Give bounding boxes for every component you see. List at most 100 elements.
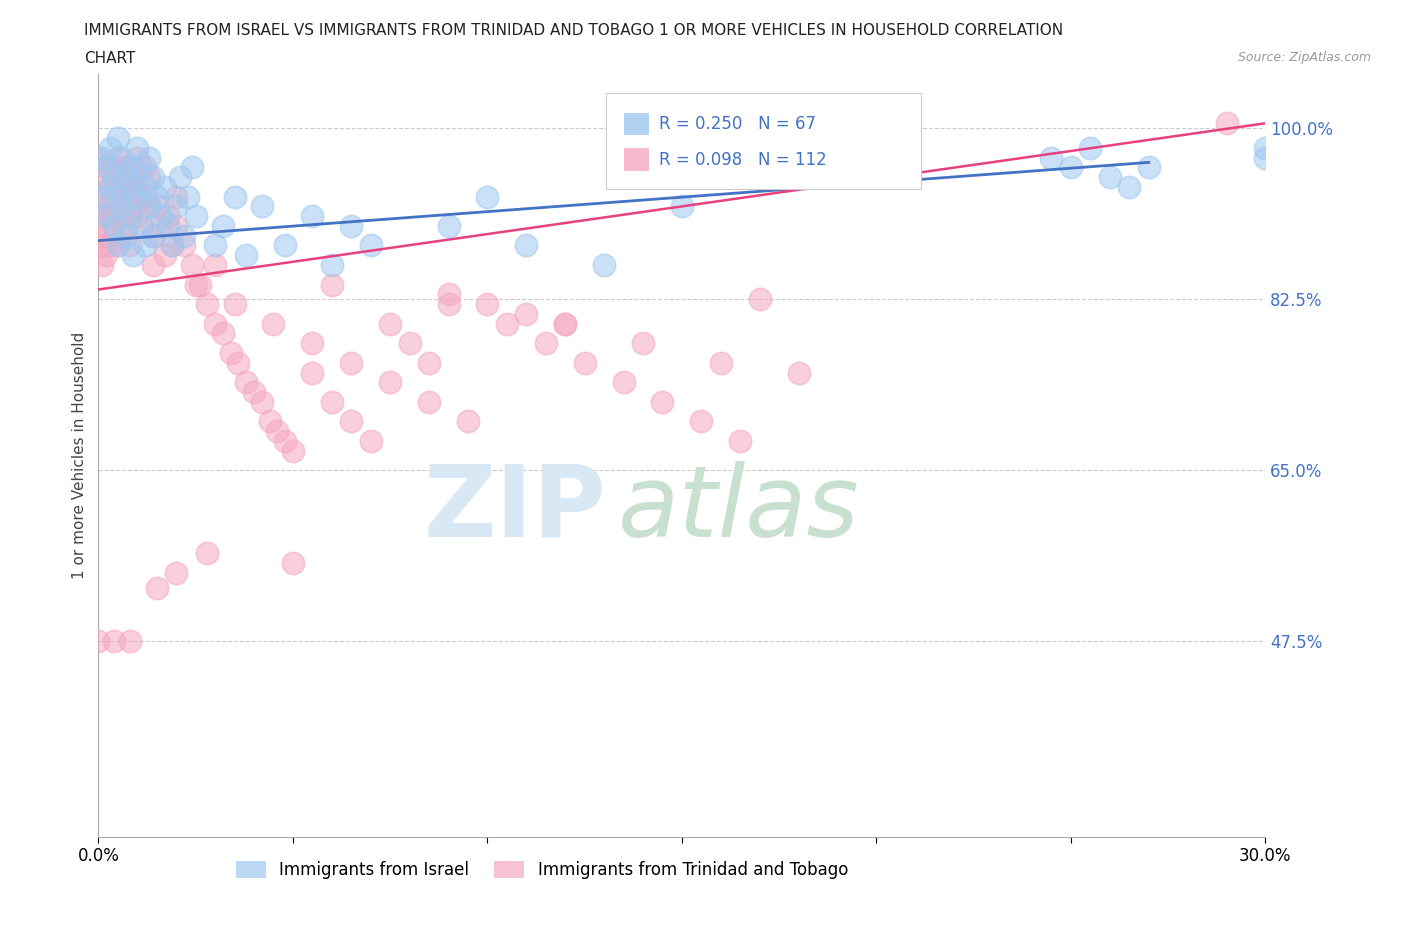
Point <box>177 189 200 204</box>
Point <box>162 238 184 253</box>
Point <box>87 189 110 204</box>
FancyBboxPatch shape <box>606 94 921 189</box>
Point <box>107 208 129 223</box>
Point <box>134 189 156 204</box>
Point <box>496 316 519 331</box>
Point <box>96 208 118 223</box>
Y-axis label: 1 or more Vehicles in Household: 1 or more Vehicles in Household <box>72 332 87 579</box>
Point <box>380 375 402 390</box>
Point <box>380 316 402 331</box>
Point <box>730 433 752 448</box>
Point <box>235 247 257 262</box>
Point <box>321 258 343 272</box>
Point <box>138 199 160 214</box>
Point <box>534 336 557 351</box>
Point <box>146 189 169 204</box>
Point <box>96 247 118 262</box>
Point <box>103 219 125 233</box>
Point <box>142 258 165 272</box>
Point <box>118 208 141 223</box>
Point <box>142 228 165 243</box>
Point <box>118 160 141 175</box>
Point <box>173 238 195 253</box>
Point <box>651 394 673 409</box>
Point <box>437 297 460 312</box>
Point <box>122 179 145 194</box>
Point <box>1137 160 1160 175</box>
Point <box>129 219 152 233</box>
Point <box>250 394 273 409</box>
Point <box>262 316 284 331</box>
Point <box>98 140 121 155</box>
Point <box>1040 150 1063 165</box>
Point <box>224 297 246 312</box>
Point <box>87 150 110 165</box>
Point <box>142 169 165 184</box>
Point <box>180 160 202 175</box>
Point <box>138 199 160 214</box>
Point <box>195 297 218 312</box>
Point <box>98 238 121 253</box>
FancyBboxPatch shape <box>624 113 650 136</box>
Point <box>91 150 114 165</box>
Point <box>250 199 273 214</box>
Point <box>91 208 114 223</box>
Point <box>91 169 114 184</box>
Point <box>418 394 440 409</box>
Point <box>127 179 149 194</box>
Point <box>184 277 207 292</box>
Point <box>360 433 382 448</box>
Point <box>111 228 134 243</box>
Point <box>103 160 125 175</box>
Point <box>477 297 499 312</box>
Point <box>477 189 499 204</box>
Point <box>554 316 576 331</box>
Point <box>173 228 195 243</box>
Point <box>127 140 149 155</box>
Point <box>195 546 218 561</box>
Point <box>118 179 141 194</box>
Point <box>204 258 226 272</box>
Point <box>204 238 226 253</box>
Point <box>184 208 207 223</box>
Point <box>274 238 297 253</box>
Point <box>96 228 118 243</box>
Point <box>1080 140 1102 155</box>
Point <box>690 414 713 429</box>
Point <box>87 219 110 233</box>
Point <box>748 292 770 307</box>
Point <box>1254 150 1277 165</box>
Point <box>98 208 121 223</box>
Point <box>107 189 129 204</box>
Point <box>114 219 136 233</box>
Point <box>103 189 125 204</box>
Point <box>398 336 420 351</box>
Point <box>149 208 172 223</box>
Point <box>515 307 537 322</box>
Point <box>107 130 129 145</box>
Point <box>111 199 134 214</box>
Point <box>188 277 211 292</box>
Point <box>149 219 172 233</box>
Point <box>134 179 156 194</box>
Point <box>340 355 363 370</box>
Point <box>87 634 110 649</box>
Point <box>107 179 129 194</box>
Point <box>122 199 145 214</box>
Text: CHART: CHART <box>84 51 136 66</box>
Point <box>127 208 149 223</box>
Point <box>107 150 129 165</box>
Point <box>146 580 169 595</box>
Point <box>1060 160 1083 175</box>
Text: ZIP: ZIP <box>423 460 606 558</box>
Point <box>96 160 118 175</box>
Point <box>1118 179 1140 194</box>
Point <box>111 150 134 165</box>
Point <box>437 287 460 302</box>
Point <box>153 179 176 194</box>
Point <box>266 424 288 439</box>
Point <box>219 346 242 361</box>
Point <box>710 355 733 370</box>
Point <box>157 208 180 223</box>
Point <box>301 365 323 380</box>
